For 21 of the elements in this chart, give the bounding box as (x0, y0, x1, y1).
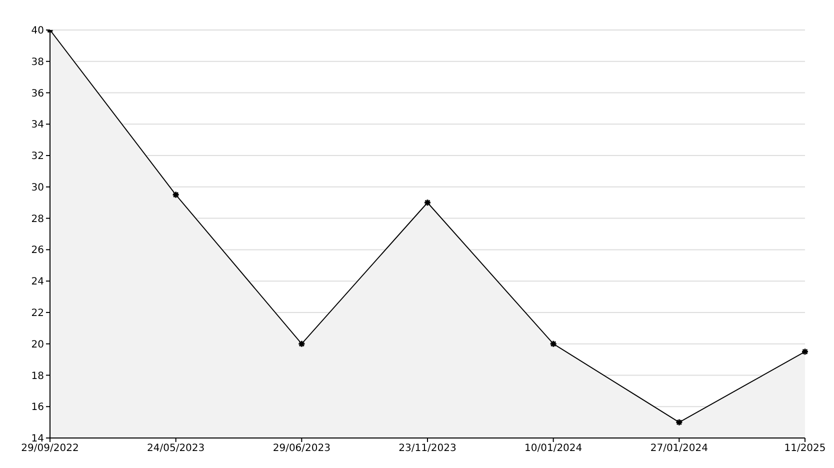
y-tick-label: 14 (31, 434, 44, 445)
y-tick-label: 16 (31, 402, 44, 414)
y-tick-label: 34 (31, 120, 44, 131)
y-tick-label: 30 (31, 182, 44, 194)
y-tick-label: 36 (31, 88, 44, 100)
y-tick-label: 28 (31, 214, 44, 225)
x-tick-label: 11/2025 (784, 443, 826, 454)
x-tick-label: 29/06/2023 (272, 443, 330, 454)
x-tick-label: 10/01/2024 (524, 443, 582, 454)
y-tick-label: 18 (31, 370, 44, 382)
y-tick-label: 32 (31, 151, 44, 162)
y-tick-label: 20 (31, 339, 44, 350)
y-tick-label: 24 (31, 276, 44, 288)
y-tick-label: 26 (31, 245, 44, 256)
y-tick-label: 22 (31, 308, 44, 320)
y-tick-label: 40 (31, 26, 44, 37)
x-tick-label: 29/09/2022 (21, 443, 79, 454)
x-tick-label: 23/11/2023 (398, 443, 456, 454)
x-tick-label: 24/05/2023 (147, 443, 205, 454)
y-tick-label: 38 (31, 56, 44, 68)
x-tick-label: 27/01/2024 (650, 443, 708, 454)
